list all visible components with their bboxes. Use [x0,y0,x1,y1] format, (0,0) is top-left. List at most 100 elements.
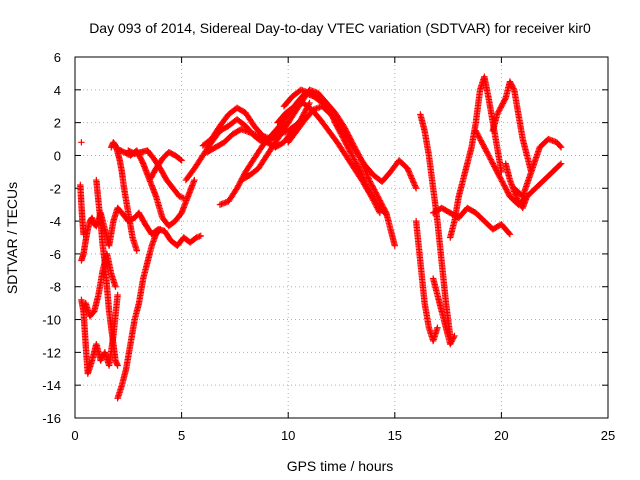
x-tick-label: 25 [601,428,615,443]
data-point [370,197,377,204]
data-point [557,144,565,151]
data-point [98,356,105,363]
data-point [376,209,384,217]
data-point [483,149,491,156]
data-point [485,152,492,159]
data-point [404,165,411,172]
data-point [477,137,484,144]
data-point [408,173,415,181]
data-point [481,145,489,152]
data-point [501,96,509,103]
data-point [197,232,204,240]
data-point [514,195,521,202]
data-point [405,166,412,174]
data-point [379,202,386,210]
data-point [348,152,356,159]
data-point [449,335,457,342]
data-point [448,338,455,345]
data-point [496,174,504,181]
data-point [370,185,377,192]
data-point [236,179,244,187]
data-point [347,149,354,156]
data-point [180,194,187,202]
data-point [493,111,501,118]
data-point [352,159,359,166]
x-tick-label: 5 [178,428,185,443]
data-point [474,131,482,139]
data-point [493,168,501,176]
data-point [375,194,382,202]
data-point [157,226,164,233]
data-point [235,180,243,188]
data-point [409,176,416,184]
data-point [503,186,510,193]
data-point [508,81,515,88]
data-point [346,148,354,155]
data-point [380,204,387,211]
data-point [483,148,490,155]
data-point [299,112,307,119]
data-point [504,189,511,196]
data-point [447,339,455,346]
data-point [507,79,514,87]
data-point [496,107,503,114]
data-point [497,104,504,111]
data-point [374,193,381,200]
data-point [502,185,509,192]
y-tick-label: -10 [42,313,61,328]
data-point [372,189,379,196]
data-point [133,247,141,254]
data-point [512,192,520,199]
data-point [378,200,385,207]
data-point [376,197,384,204]
data-point [405,168,413,175]
data-marks [77,73,565,402]
data-point [380,205,388,212]
data-point [473,129,480,136]
data-point [510,188,518,195]
data-point [373,204,381,211]
data-point [498,103,505,110]
data-point [407,172,414,179]
data-point [80,231,87,238]
data-point [484,150,492,158]
data-point [479,139,486,147]
data-point [493,167,500,174]
data-point [490,161,497,169]
data-point [368,182,376,189]
data-point [497,175,504,182]
data-point [492,165,499,173]
data-point [408,175,416,182]
data-point [373,191,381,199]
y-tick-label: -4 [49,214,61,229]
data-point [302,107,309,115]
data-point [434,324,441,331]
data-point [156,227,163,234]
data-point [233,185,241,192]
data-point [369,196,376,203]
data-point [234,183,241,191]
data-point [373,202,380,210]
data-point [178,157,185,164]
data-point [114,362,121,369]
data-point [366,178,374,185]
data-point [489,160,497,167]
data-point [503,187,511,195]
data-point [368,193,375,200]
data-point [474,130,481,137]
data-point [480,142,487,150]
data-point [348,150,355,158]
data-point [494,170,502,177]
data-point [557,143,564,150]
data-point [557,160,565,167]
data-point [475,133,482,140]
y-tick-label: 6 [54,50,61,65]
data-point [495,108,502,115]
data-point [509,83,516,91]
data-point [496,105,504,113]
data-point [499,100,507,107]
data-point [486,153,493,161]
y-tick-label: -6 [49,247,61,262]
data-point [482,146,489,154]
data-point [495,171,502,178]
